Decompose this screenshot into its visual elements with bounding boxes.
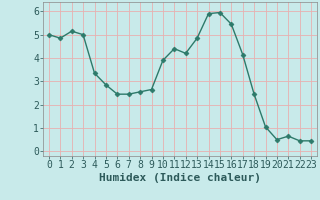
X-axis label: Humidex (Indice chaleur): Humidex (Indice chaleur): [99, 173, 261, 183]
